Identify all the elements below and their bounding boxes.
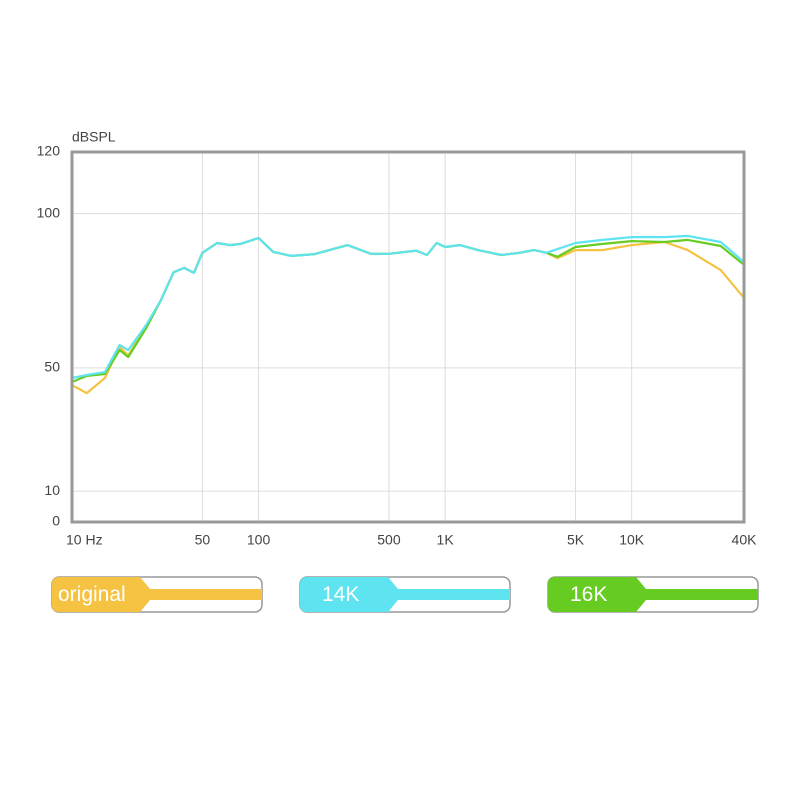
legend-label: original bbox=[58, 583, 126, 606]
x-tick-label: 500 bbox=[377, 532, 401, 548]
plot-frame bbox=[70, 150, 746, 524]
legend-item: original bbox=[51, 576, 263, 613]
y-axis-label: dBSPL bbox=[72, 129, 116, 145]
x-tick-label: 50 bbox=[195, 532, 211, 548]
legend-label: 14K bbox=[322, 583, 359, 606]
legend-item: 14K bbox=[299, 576, 511, 613]
y-tick-label: 50 bbox=[44, 359, 60, 375]
x-tick-label: 10K bbox=[619, 532, 645, 548]
legend-swatch bbox=[52, 577, 262, 612]
x-tick-label: 100 bbox=[247, 532, 271, 548]
legend-label: 16K bbox=[570, 583, 607, 606]
series-line bbox=[71, 236, 745, 384]
legend-swatch bbox=[300, 577, 510, 612]
x-tick-label: 1K bbox=[437, 532, 455, 548]
y-tick-label: 100 bbox=[37, 204, 61, 220]
legend-swatch bbox=[548, 577, 758, 612]
legend-item: 16K bbox=[547, 576, 759, 613]
x-tick-label: 10 Hz bbox=[66, 532, 103, 548]
series-line bbox=[71, 234, 745, 380]
y-tick-label: 10 bbox=[44, 482, 60, 498]
y-tick-label: 120 bbox=[37, 143, 61, 159]
series-line bbox=[71, 236, 745, 395]
x-tick-label: 40K bbox=[732, 532, 758, 548]
x-tick-label: 5K bbox=[567, 532, 585, 548]
y-tick-label: 0 bbox=[52, 513, 60, 529]
